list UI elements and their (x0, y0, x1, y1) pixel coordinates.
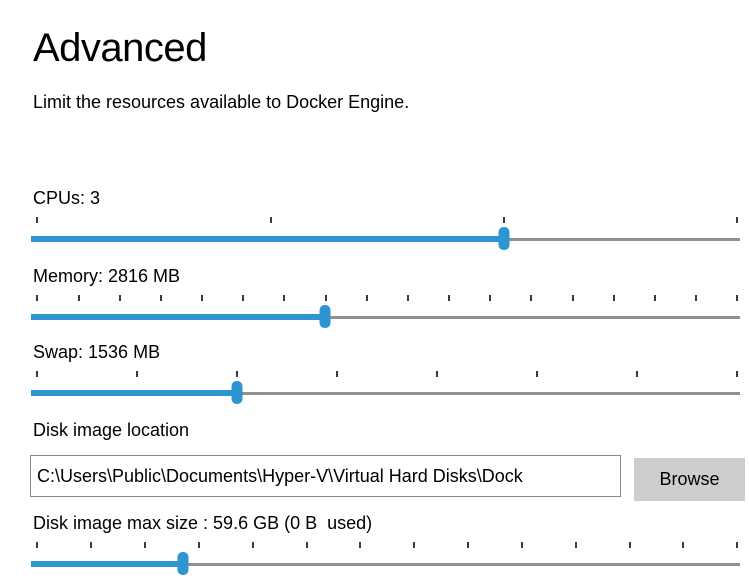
slider-fill (31, 236, 504, 242)
slider-fill (31, 561, 184, 567)
memory-label: Memory: 2816 MB (33, 266, 181, 286)
memory-slider-handle[interactable] (319, 305, 331, 328)
swap-label: Swap: 1536 MB (33, 342, 161, 362)
disk-image-max-size-slider-track[interactable] (31, 561, 740, 567)
slider-rail (31, 563, 740, 566)
memory-row: Memory: 2816 MB (0, 265, 749, 341)
slider-fill (31, 314, 326, 320)
swap-slider-ticks (31, 371, 740, 378)
disk-image-location-input[interactable] (30, 455, 621, 497)
page-title: Advanced (33, 26, 207, 70)
slider-fill (31, 390, 237, 396)
swap-slider-track[interactable] (31, 390, 740, 396)
disk-image-max-size-slider-handle[interactable] (177, 552, 189, 575)
disk-image-location-label: Disk image location (33, 420, 190, 440)
cpus-slider[interactable] (31, 215, 740, 257)
browse-button[interactable]: Browse (634, 458, 745, 501)
swap-row: Swap: 1536 MB (0, 341, 749, 419)
cpus-label: CPUs: 3 (33, 188, 101, 208)
cpus-row: CPUs: 3 (0, 187, 749, 265)
swap-slider-handle[interactable] (231, 381, 243, 404)
memory-slider-track[interactable] (31, 314, 740, 320)
slider-rail (31, 392, 740, 395)
memory-slider-ticks (31, 295, 740, 302)
disk-image-max-size-slider[interactable] (31, 540, 740, 580)
cpus-slider-handle[interactable] (498, 227, 510, 250)
swap-slider[interactable] (31, 369, 740, 411)
cpus-slider-ticks (31, 217, 740, 224)
slider-rail (31, 316, 740, 319)
cpus-slider-track[interactable] (31, 236, 740, 242)
page-description: Limit the resources available to Docker … (33, 92, 410, 112)
disk-image-max-size-slider-ticks (31, 542, 740, 549)
memory-slider[interactable] (31, 293, 740, 335)
disk-image-max-size-label: Disk image max size : 59.6 GB (0 B used) (33, 513, 373, 533)
disk-image-max-size-row: Disk image max size : 59.6 GB (0 B used) (0, 512, 749, 580)
